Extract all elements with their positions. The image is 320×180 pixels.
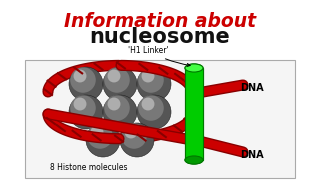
Bar	[185, 68, 203, 160]
Text: 8 Histone molecules: 8 Histone molecules	[50, 163, 127, 172]
Circle shape	[104, 67, 130, 93]
Circle shape	[86, 123, 120, 157]
Ellipse shape	[185, 64, 203, 72]
Circle shape	[87, 123, 113, 149]
Bar	[185, 68, 203, 160]
Circle shape	[70, 67, 96, 93]
Text: DNA: DNA	[240, 150, 264, 160]
Circle shape	[141, 98, 155, 111]
FancyBboxPatch shape	[25, 60, 295, 178]
Circle shape	[137, 67, 171, 101]
Circle shape	[138, 95, 164, 121]
Text: nucleosome: nucleosome	[90, 27, 230, 47]
Circle shape	[141, 69, 155, 82]
Ellipse shape	[185, 156, 203, 164]
Circle shape	[103, 67, 137, 101]
Text: 'H1 Linker': 'H1 Linker'	[128, 46, 190, 67]
Circle shape	[69, 95, 103, 129]
Circle shape	[91, 125, 103, 138]
Circle shape	[120, 123, 154, 157]
Circle shape	[124, 125, 138, 138]
Circle shape	[138, 67, 164, 93]
Circle shape	[121, 123, 147, 149]
Circle shape	[108, 69, 120, 82]
Ellipse shape	[185, 156, 203, 164]
Ellipse shape	[185, 64, 203, 72]
Circle shape	[69, 67, 103, 101]
Circle shape	[103, 95, 137, 129]
Text: Information about: Information about	[64, 12, 256, 31]
Circle shape	[137, 95, 171, 129]
Circle shape	[70, 95, 96, 121]
Circle shape	[104, 95, 130, 121]
Circle shape	[74, 98, 86, 111]
Circle shape	[74, 69, 86, 82]
Circle shape	[108, 98, 120, 111]
Text: DNA: DNA	[240, 83, 264, 93]
